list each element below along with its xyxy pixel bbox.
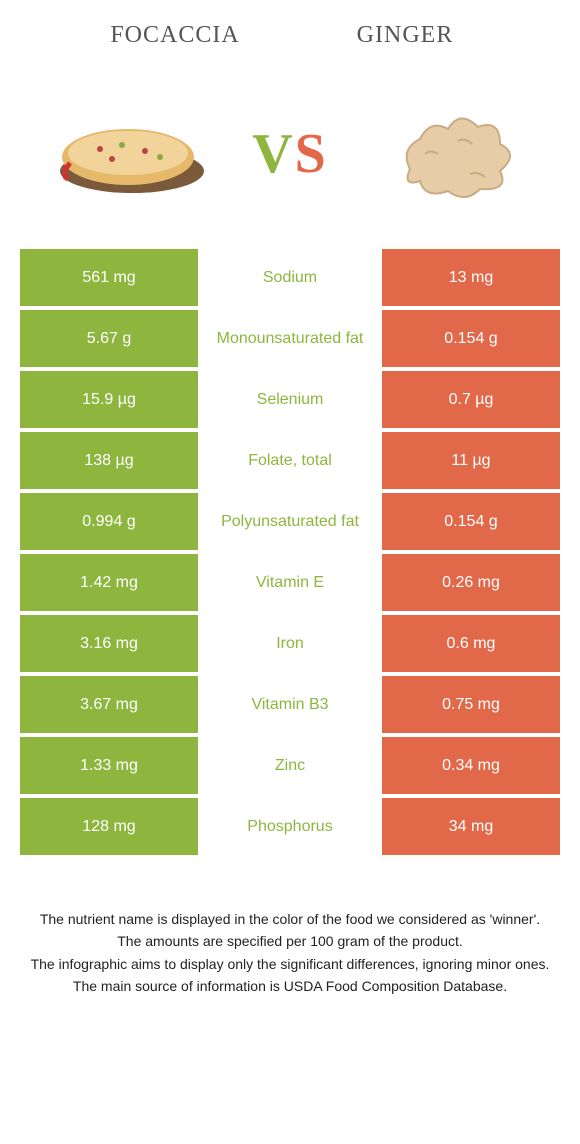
ginger-icon bbox=[370, 99, 530, 209]
food-right-image bbox=[370, 99, 530, 209]
value-left: 3.67 mg bbox=[20, 676, 198, 733]
value-right: 0.7 µg bbox=[382, 371, 560, 428]
table-row: 15.9 µgSelenium0.7 µg bbox=[20, 371, 560, 428]
value-left: 0.994 g bbox=[20, 493, 198, 550]
nutrient-name: Folate, total bbox=[198, 432, 382, 489]
food-left-image bbox=[50, 99, 210, 209]
value-right: 0.154 g bbox=[382, 310, 560, 367]
table-row: 138 µgFolate, total11 µg bbox=[20, 432, 560, 489]
footnote-line: The nutrient name is displayed in the co… bbox=[30, 909, 550, 929]
value-left: 138 µg bbox=[20, 432, 198, 489]
footnote-line: The main source of information is USDA F… bbox=[30, 976, 550, 996]
food-right-title: Ginger bbox=[290, 22, 520, 49]
value-left: 128 mg bbox=[20, 798, 198, 855]
value-left: 561 mg bbox=[20, 249, 198, 306]
value-right: 0.75 mg bbox=[382, 676, 560, 733]
value-right: 13 mg bbox=[382, 249, 560, 306]
table-row: 5.67 gMonounsaturated fat0.154 g bbox=[20, 310, 560, 367]
value-right: 0.154 g bbox=[382, 493, 560, 550]
nutrient-name: Iron bbox=[198, 615, 382, 672]
table-row: 1.33 mgZinc0.34 mg bbox=[20, 737, 560, 794]
nutrient-name: Vitamin E bbox=[198, 554, 382, 611]
table-row: 3.16 mgIron0.6 mg bbox=[20, 615, 560, 672]
footnote-line: The amounts are specified per 100 gram o… bbox=[30, 931, 550, 951]
value-right: 0.6 mg bbox=[382, 615, 560, 672]
nutrient-name: Polyunsaturated fat bbox=[198, 493, 382, 550]
table-row: 3.67 mgVitamin B30.75 mg bbox=[20, 676, 560, 733]
value-right: 0.26 mg bbox=[382, 554, 560, 611]
food-left-title: Focaccia bbox=[60, 22, 290, 49]
value-right: 0.34 mg bbox=[382, 737, 560, 794]
nutrient-table: 561 mgSodium13 mg5.67 gMonounsaturated f… bbox=[0, 239, 580, 855]
nutrient-name: Selenium bbox=[198, 371, 382, 428]
value-right: 11 µg bbox=[382, 432, 560, 489]
footnote-line: The infographic aims to display only the… bbox=[30, 954, 550, 974]
vs-s: S bbox=[295, 122, 328, 186]
nutrient-name: Sodium bbox=[198, 249, 382, 306]
table-row: 561 mgSodium13 mg bbox=[20, 249, 560, 306]
header: Focaccia Ginger bbox=[0, 0, 580, 59]
footnotes: The nutrient name is displayed in the co… bbox=[0, 859, 580, 996]
value-left: 3.16 mg bbox=[20, 615, 198, 672]
nutrient-name: Phosphorus bbox=[198, 798, 382, 855]
table-row: 0.994 gPolyunsaturated fat0.154 g bbox=[20, 493, 560, 550]
value-left: 1.42 mg bbox=[20, 554, 198, 611]
value-left: 5.67 g bbox=[20, 310, 198, 367]
nutrient-name: Vitamin B3 bbox=[198, 676, 382, 733]
images-row: VS bbox=[0, 59, 580, 239]
value-left: 1.33 mg bbox=[20, 737, 198, 794]
vs-v: V bbox=[252, 122, 294, 186]
nutrient-name: Monounsaturated fat bbox=[198, 310, 382, 367]
focaccia-icon bbox=[50, 99, 210, 209]
value-left: 15.9 µg bbox=[20, 371, 198, 428]
value-right: 34 mg bbox=[382, 798, 560, 855]
table-row: 128 mgPhosphorus34 mg bbox=[20, 798, 560, 855]
nutrient-name: Zinc bbox=[198, 737, 382, 794]
vs-label: VS bbox=[252, 122, 328, 186]
table-row: 1.42 mgVitamin E0.26 mg bbox=[20, 554, 560, 611]
